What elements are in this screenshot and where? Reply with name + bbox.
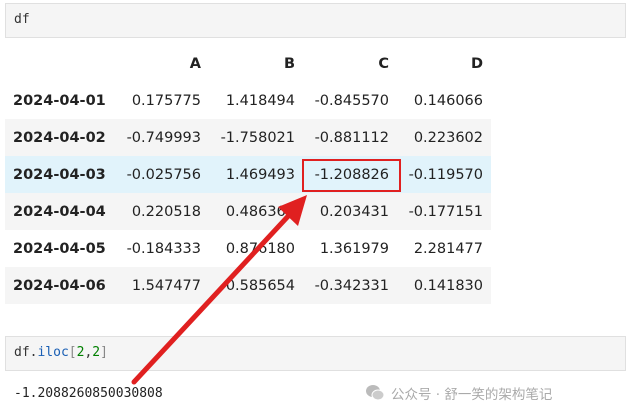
table-row: 2024-04-05-0.1843330.8761801.3619792.281…	[5, 230, 491, 267]
watermark: 公众号 · 舒一笑的架构笔记	[365, 383, 552, 403]
code-num: 2	[76, 345, 85, 360]
table-cell: 0.220518	[131, 203, 201, 220]
code-num: 2	[92, 345, 101, 360]
table-cell: -0.845570	[314, 92, 389, 109]
table-cell: 2.281477	[413, 240, 483, 257]
table-row: 2024-04-04 0.220518 0.486363 0.203431 -0.177…	[5, 193, 491, 230]
table-cell: -0.342331	[314, 277, 389, 294]
table-row: 2024-04-06 1.547477 0.585654 -0.342331 0.141…	[5, 267, 491, 304]
table-cell: 0.146066	[413, 92, 483, 109]
highlight-box	[302, 159, 401, 192]
wechat-icon	[366, 385, 385, 401]
code-dot: .	[29, 345, 38, 360]
column-header: B	[283, 55, 295, 72]
table-cell: 1.469493	[225, 166, 295, 183]
code-comma: ,	[84, 345, 93, 360]
table-cell: -1.758021	[220, 129, 295, 146]
table-cell: -0.184333	[126, 240, 201, 257]
table-row: 2024-04-01 0.175775 1.418494 -0.845570 0.146…	[5, 82, 491, 119]
table-cell: 0.486363	[225, 203, 295, 220]
table-cell: -0.749993	[126, 129, 201, 146]
table-cell: 1.547477	[131, 277, 201, 294]
table-cell: 0.585654	[225, 277, 295, 294]
table-row: 2024-04-02 -0.749993 -1.758021 -0.881112 0.2…	[5, 119, 491, 156]
watermark-text: 公众号 · 舒一笑的架构笔记	[391, 387, 553, 403]
row-index: 2024-04-02	[13, 129, 106, 146]
table-row: 2024-04-03 -0.025756 1.469493 -1.208826 -0.1…	[5, 156, 491, 193]
column-header: D	[470, 55, 483, 72]
table-cell: 1.418494	[225, 92, 295, 109]
row-index: 2024-04-01	[13, 92, 106, 109]
column-header: C	[378, 55, 389, 72]
table-cell: 0.175775	[131, 92, 201, 109]
table-cell: 1.361979	[319, 240, 389, 257]
code-cell-df[interactable]: df	[5, 3, 626, 38]
table-cell: -0.025756	[126, 166, 201, 183]
dataframe-table: A B C D 2024-04-01 0.175775 1.418494 -0.845…	[5, 45, 491, 304]
row-index: 2024-04-06	[13, 277, 106, 294]
table-cell: 0.203431	[319, 203, 389, 220]
code-bracket: ]	[100, 345, 108, 360]
code-text: df	[14, 12, 30, 27]
cell-output: -1.2088260850030808	[14, 386, 163, 401]
code-obj: df	[14, 345, 30, 360]
table-cell: -1.208826	[314, 166, 389, 183]
row-index: 2024-04-03	[13, 166, 106, 183]
code-bracket: [	[68, 345, 77, 360]
column-header: A	[189, 55, 201, 72]
table-cell: 0.223602	[413, 129, 483, 146]
table-cell: -0.177151	[408, 203, 483, 220]
table-cell: -0.119570	[408, 166, 483, 183]
header-row: A B C D	[5, 45, 491, 82]
code-cell-iloc[interactable]: df.iloc[2,2]	[5, 336, 626, 371]
table-cell: -0.881112	[314, 129, 389, 146]
row-index: 2024-04-04	[13, 203, 106, 220]
code-method: iloc	[37, 345, 69, 360]
table-cell: 0.141830	[413, 277, 483, 294]
row-index: 2024-04-05	[13, 240, 106, 257]
